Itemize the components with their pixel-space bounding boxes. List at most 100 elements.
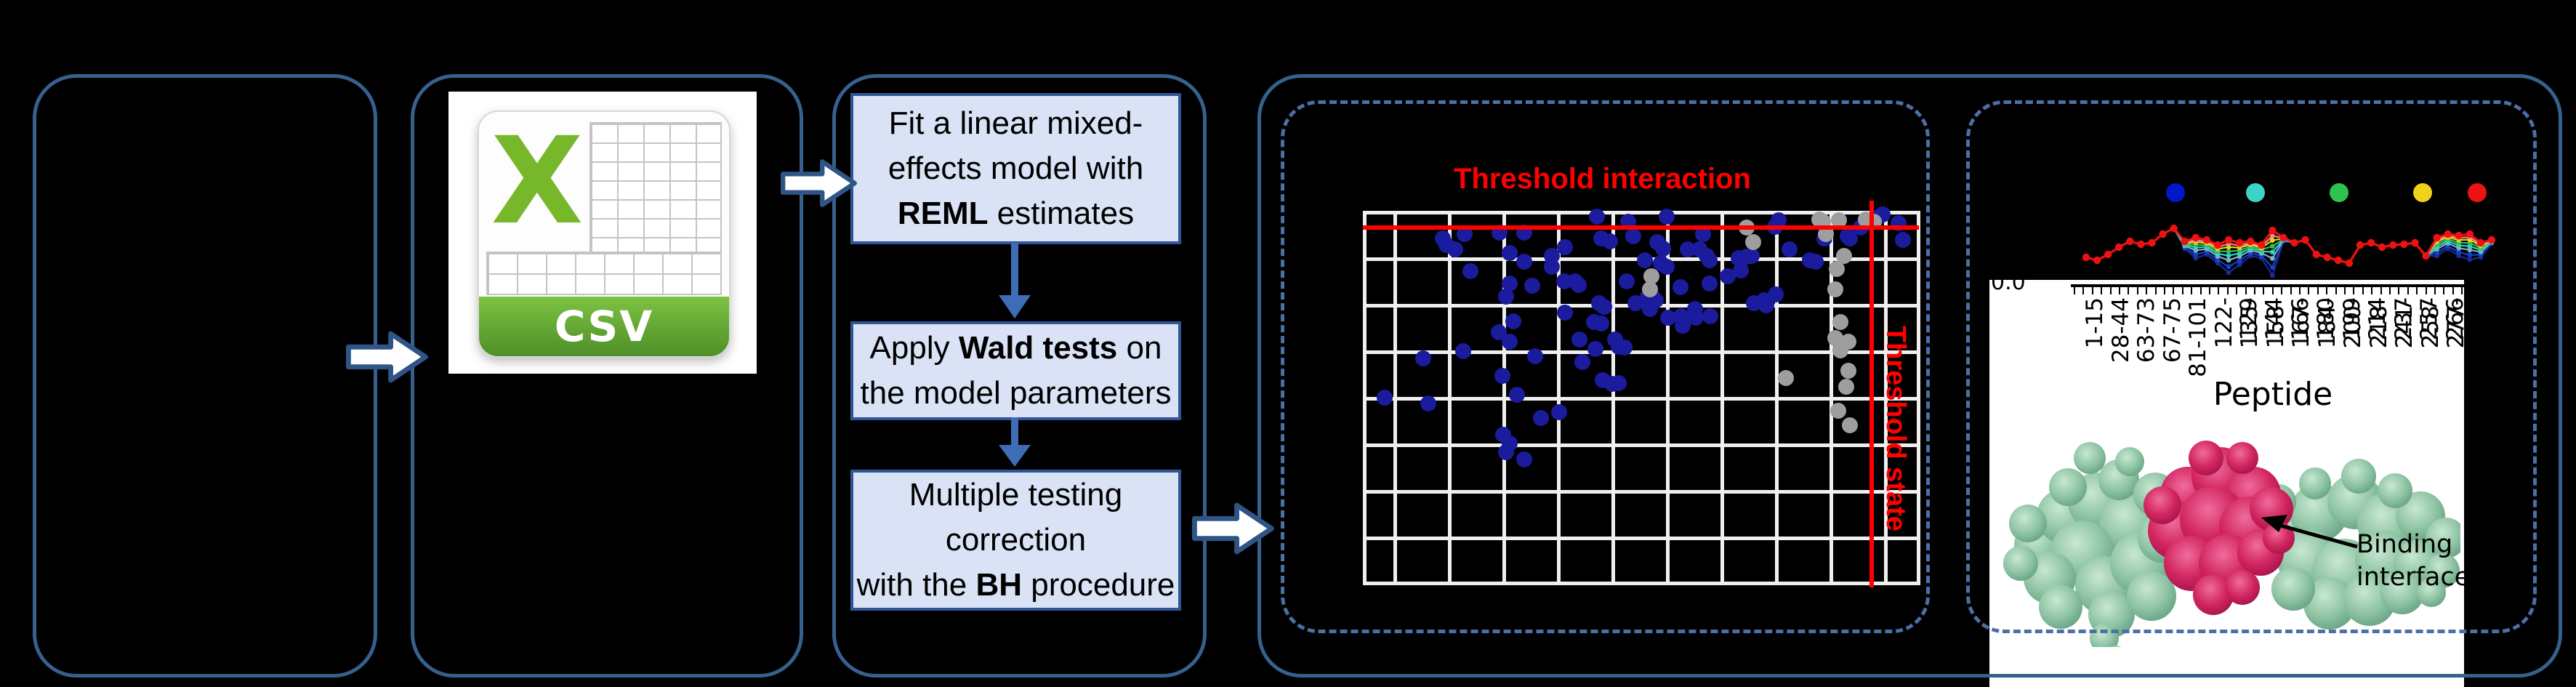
- peptide-tick-label: 63-73: [2133, 297, 2160, 363]
- step1-empty-box: [33, 74, 377, 678]
- scatter-point-blue: [1611, 375, 1627, 391]
- csv-banner-label: CSV: [479, 297, 729, 356]
- scatter-point-blue: [1505, 313, 1521, 329]
- binding-interface-label: Binding interface: [2356, 530, 2464, 592]
- scatter-point-blue: [1720, 268, 1736, 284]
- scatter-point-blue: [1557, 239, 1573, 255]
- scatter-point-blue: [1494, 368, 1510, 384]
- threshold-state-label: Threshold state: [1880, 326, 1911, 531]
- scatter-point-gray: [1832, 342, 1848, 358]
- arrow-step3-to-results-icon: [1192, 502, 1274, 555]
- scatter-point-blue: [1808, 254, 1824, 270]
- spreadsheet-grid-icon: [589, 122, 722, 254]
- peptide-figure-panel: 0.0 1-15 28-44 63-73 67-75 81-101 122-129 135-…: [1989, 280, 2464, 687]
- scatter-point-blue: [1498, 289, 1514, 305]
- scatter-point-blue: [1702, 252, 1718, 268]
- scatter-point-blue: [1659, 209, 1675, 225]
- excel-x-glyph: X: [491, 111, 584, 251]
- peptide-tick-label: 241-257: [2391, 297, 2442, 349]
- scatter-point-blue: [1596, 299, 1612, 315]
- scatter-point-gray: [1827, 330, 1843, 346]
- peptide-tick-label: 81-101: [2185, 297, 2211, 377]
- arrow-fit-to-wald-icon: [999, 243, 1031, 318]
- scatter-point-gray: [1818, 226, 1834, 242]
- legend-dot-1: [2246, 183, 2265, 202]
- legend-dot-4: [2468, 183, 2487, 202]
- scatter-plot: [1363, 201, 1920, 587]
- profile-line-condition-red: [2085, 226, 2492, 265]
- scatter-point-blue: [1571, 332, 1587, 347]
- scatter-point-blue: [1516, 254, 1532, 270]
- scatter-point-blue: [1502, 245, 1518, 261]
- peptide-tick-label: 135-144: [2237, 297, 2287, 349]
- peptide-tick-label: 200-214: [2340, 297, 2391, 349]
- flow-box-fit-model: Fit a linear mixed-effects model with REM…: [850, 93, 1181, 244]
- threshold-interaction-line: [1363, 225, 1919, 230]
- scatter-point-gray: [1827, 281, 1843, 297]
- flow-box-multiple-testing: Multiple testing correction with the BH pr…: [850, 470, 1181, 611]
- scatter-point-blue: [1782, 241, 1798, 257]
- arrow-step2-to-step3-icon: [781, 159, 857, 207]
- peptide-profile-chart: [2082, 224, 2496, 278]
- scatter-point-blue: [1695, 226, 1711, 242]
- protein-structure-image: [2003, 441, 2460, 647]
- scatter-point-blue: [1688, 310, 1704, 326]
- scatter-point-blue: [1602, 233, 1618, 249]
- scatter-point-gray: [1643, 268, 1659, 284]
- scatter-point-blue: [1502, 276, 1518, 292]
- scatter-point-blue: [1625, 228, 1641, 244]
- csv-file-icon: X CSV: [478, 111, 730, 358]
- scatter-point-blue: [1655, 241, 1671, 257]
- scatter-point-gray: [1831, 212, 1847, 228]
- peptide-tick-label: 122-129: [2210, 297, 2262, 349]
- legend-dot-2: [2330, 183, 2348, 202]
- peptide-tick-label: 1-15: [2082, 297, 2108, 349]
- binding-interface-arrow-icon: [2261, 515, 2358, 549]
- scatter-point-gray: [1830, 403, 1846, 419]
- csv-file-image: X CSV: [448, 92, 757, 374]
- scatter-point-blue: [1574, 354, 1590, 370]
- peptide-tick-label: 67-75: [2159, 297, 2186, 363]
- scatter-point-blue: [1544, 259, 1560, 275]
- threshold-interaction-label: Threshold interaction: [1454, 163, 1751, 195]
- scatter-point-blue: [1377, 390, 1393, 406]
- arrow-wald-to-bh-icon: [999, 417, 1031, 467]
- scatter-point-blue: [1457, 226, 1473, 242]
- peptide-tick-label: 28-44: [2107, 297, 2134, 363]
- scatter-point-blue: [1571, 277, 1587, 293]
- scatter-point-blue: [1447, 241, 1463, 257]
- scatter-point-blue: [1659, 259, 1675, 275]
- peptide-tick-label: 258-266: [2417, 297, 2465, 349]
- spreadsheet-grid-small-icon: [486, 252, 722, 295]
- peptide-tick-label: 184-199: [2314, 297, 2365, 349]
- scatter-point-blue: [1675, 318, 1691, 334]
- scatter-point-blue: [1462, 263, 1478, 279]
- scatter-point-blue: [1702, 276, 1718, 292]
- scatter-point-blue: [1502, 334, 1518, 350]
- scatter-point-blue: [1455, 343, 1471, 359]
- scatter-point-blue: [1758, 297, 1774, 313]
- y-axis-tick-label: 0.0: [1991, 280, 2026, 295]
- scatter-point-blue: [1593, 316, 1609, 332]
- scatter-point-blue: [1420, 395, 1436, 411]
- scatter-point-blue: [1551, 404, 1567, 420]
- peptide-tick-label: 277-284: [2443, 297, 2464, 349]
- scatter-point-blue: [1415, 350, 1431, 366]
- scatter-point-blue: [1637, 252, 1653, 268]
- scatter-point-blue: [1524, 278, 1540, 294]
- scatter-point-blue: [1509, 387, 1525, 403]
- scatter-point-blue: [1533, 410, 1549, 426]
- arrow-step1-to-step2-icon: [346, 331, 428, 383]
- scatter-point-blue: [1771, 212, 1787, 228]
- scatter-point-gray: [1838, 379, 1854, 395]
- scatter-point-blue: [1842, 230, 1858, 246]
- scatter-point-blue: [1557, 305, 1573, 321]
- scatter-point-blue: [1527, 348, 1543, 364]
- legend-dot-0: [2166, 183, 2185, 202]
- scatter-point-blue: [1587, 341, 1603, 357]
- peptide-tick-label: 218-237: [2365, 297, 2417, 349]
- scatter-point-blue: [1589, 209, 1605, 225]
- scatter-point-blue: [1744, 248, 1760, 264]
- x-axis-line: [2071, 284, 2464, 287]
- threshold-state-line: [1869, 201, 1874, 587]
